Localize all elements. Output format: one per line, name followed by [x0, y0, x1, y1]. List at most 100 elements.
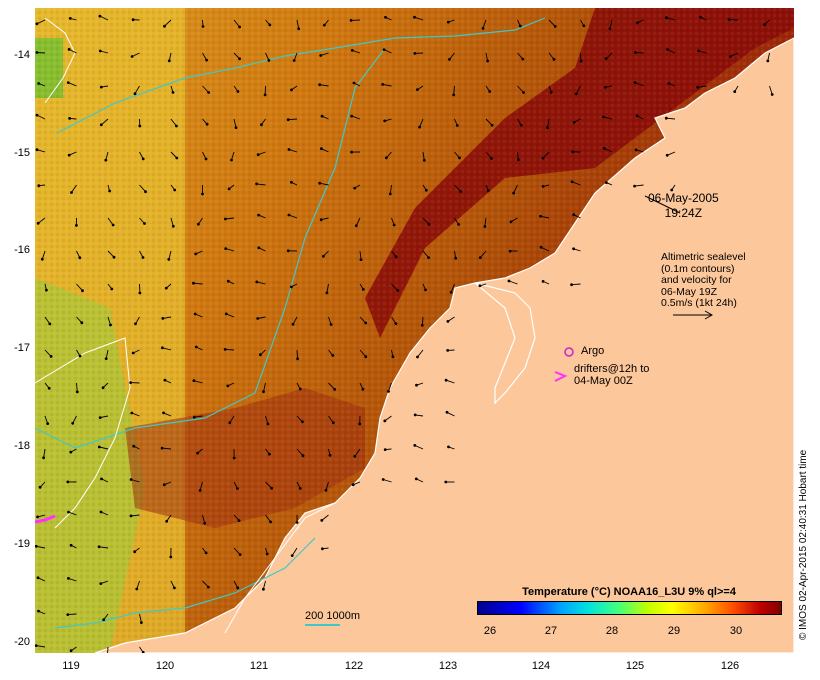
velocity-vector-head: [98, 14, 102, 18]
drifter-label-2: 04-May 00Z: [574, 375, 633, 387]
velocity-vector-head: [521, 57, 525, 61]
velocity-vector-head: [104, 158, 108, 162]
velocity-vector-head: [359, 258, 363, 261]
velocity-vector-head: [131, 18, 135, 22]
velocity-vector-head: [268, 23, 272, 27]
velocity-vector: [603, 116, 613, 120]
velocity-vector-head: [478, 256, 482, 259]
velocity-vector-head: [350, 114, 354, 118]
velocity-vector-head: [664, 116, 668, 120]
velocity-vector-head: [98, 416, 102, 419]
velocity-vector-head: [230, 158, 233, 162]
velocity-vector-head: [68, 17, 72, 20]
velocity-vector-head: [97, 545, 101, 549]
velocity-vector: [37, 217, 46, 224]
velocity-vector-head: [298, 387, 302, 391]
velocity-vector-head: [36, 576, 40, 580]
velocity-vector: [328, 382, 336, 390]
velocity-vector-head: [238, 25, 242, 29]
velocity-vector: [162, 447, 172, 450]
velocity-vector-head: [361, 387, 365, 391]
lat-label-20: -20: [14, 636, 30, 648]
velocity-vector-head: [287, 213, 291, 217]
velocity-vector-head: [394, 255, 398, 259]
velocity-vector-head: [454, 256, 458, 260]
lon-label-125: 125: [625, 660, 645, 672]
velocity-vector-head: [130, 55, 134, 58]
velocity-vector-head: [47, 386, 51, 390]
velocity-vector: [202, 85, 209, 93]
velocity-vector-head: [102, 618, 106, 622]
velocity-vector-head: [193, 312, 197, 316]
velocity-vector-head: [579, 59, 583, 63]
land-mass: [94, 37, 795, 654]
velocity-vector-head: [78, 354, 82, 358]
velocity-vector: [256, 183, 266, 186]
velocity-vector-head: [331, 354, 335, 357]
velocity-vector-head: [192, 281, 195, 285]
velocity-vector: [225, 348, 235, 351]
velocity-vector-head: [141, 157, 145, 161]
velocity-vector: [667, 151, 676, 156]
velocity-vector-head: [236, 487, 239, 490]
velocity-vector-head: [383, 448, 387, 451]
temperature-colorbar: [477, 601, 782, 615]
velocity-vector-head: [257, 213, 260, 217]
contour-200m-coast: [54, 537, 316, 629]
velocity-vector-head: [420, 323, 424, 327]
velocity-vector-head: [509, 220, 513, 224]
velocity-vector-head: [49, 355, 53, 358]
velocity-vector-head: [381, 83, 385, 86]
velocity-vector-head: [318, 181, 322, 185]
velocity-vector: [666, 117, 676, 120]
velocity-vectors: [34, 14, 774, 658]
velocity-vector: [170, 217, 174, 227]
velocity-vector-head: [133, 92, 137, 96]
velocity-vector-head: [286, 118, 290, 122]
velocity-vector-head: [129, 514, 133, 518]
velocity-vector-head: [138, 291, 142, 295]
velocity-vector-head: [204, 157, 208, 161]
velocity-vector-head: [604, 85, 607, 89]
velocity-vector: [635, 82, 644, 87]
velocity-vector-head: [416, 355, 419, 359]
contour-1000m: [34, 337, 131, 529]
velocity-vector: [193, 380, 203, 384]
velocity-vector-head: [224, 217, 227, 221]
velocity-vector-head: [171, 224, 175, 228]
velocity-vector: [666, 17, 676, 21]
velocity-vector-head: [387, 390, 390, 393]
velocity-vector: [136, 580, 140, 590]
velocity-vector: [130, 514, 140, 517]
velocity-vector-head: [68, 117, 71, 120]
velocity-vector-head: [69, 450, 73, 454]
velocity-vector: [107, 250, 115, 258]
velocity-vector-head: [418, 125, 421, 129]
velocity-vector-head: [192, 415, 196, 419]
velocity-vector: [325, 481, 329, 491]
velocity-vector: [450, 283, 455, 293]
velocity-vector: [697, 85, 707, 88]
velocity-vector-head: [553, 25, 557, 28]
velocity-vector: [484, 217, 487, 227]
velocity-vector-head: [446, 320, 450, 323]
velocity-vector-head: [422, 158, 426, 162]
velocity-vector: [134, 85, 140, 94]
lon-label-120: 120: [155, 660, 175, 672]
velocity-vector-head: [325, 291, 329, 295]
velocity-vector: [36, 645, 46, 648]
velocity-vector: [454, 184, 462, 192]
velocity-vector-head: [396, 289, 400, 292]
velocity-vector-head: [353, 454, 357, 458]
land-peninsula-west: [474, 282, 536, 405]
velocity-vector-head: [238, 553, 242, 556]
velocity-vector-head: [727, 18, 731, 21]
velocity-vector: [296, 19, 300, 29]
velocity-vector-head: [37, 609, 40, 613]
velocity-vector-head: [388, 192, 392, 196]
contour-200m: [56, 17, 546, 134]
velocity-vector-head: [69, 649, 73, 653]
velocity-vector: [485, 118, 493, 126]
velocity-vector-head: [696, 86, 700, 89]
velocity-vector-head: [256, 153, 260, 157]
